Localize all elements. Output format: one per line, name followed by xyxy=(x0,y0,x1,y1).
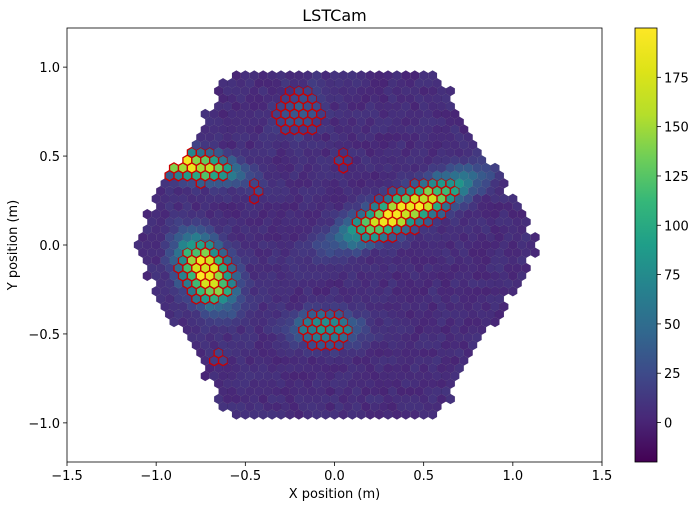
x-axis-label: X position (m) xyxy=(289,487,380,502)
chart-title: LSTCam xyxy=(302,6,366,25)
camera-pixel-1208 xyxy=(490,162,500,174)
colorbar-tick-label: 25 xyxy=(664,367,681,382)
colorbar-tick-label: 175 xyxy=(664,71,689,86)
y-axis-ticks: −1.0 −0.5 0.0 0.5 1.0 xyxy=(28,61,67,432)
camera-pixel-844 xyxy=(530,231,540,243)
colorbar xyxy=(634,27,658,463)
colorbar-tick-label: 50 xyxy=(664,318,681,333)
camera-pixel-1172 xyxy=(168,162,180,174)
colorbar-tick-label: 125 xyxy=(664,170,689,185)
colorbar-ticks: 0 25 50 75 100 125 150 175 xyxy=(657,71,689,432)
y-tick-label: 1.0 xyxy=(39,61,60,76)
x-tick-label: 0.0 xyxy=(324,469,345,484)
x-axis-ticks: −1.5 −1.0 −0.5 0.0 0.5 1.0 1.5 xyxy=(51,462,612,484)
colorbar-tick-label: 100 xyxy=(664,219,689,234)
colorbar-tick-label: 150 xyxy=(664,121,689,136)
camera-pixels xyxy=(133,70,540,420)
camera-pixel-1554 xyxy=(427,70,438,81)
y-tick-label: 0.5 xyxy=(39,150,60,165)
y-tick-label: 0.0 xyxy=(39,239,60,254)
colorbar-tick-label: 75 xyxy=(664,269,681,284)
y-axis-label: Y position (m) xyxy=(6,200,21,292)
colorbar-tick-label: 0 xyxy=(664,417,672,432)
x-tick-label: −1.0 xyxy=(140,469,172,484)
y-tick-label: −1.0 xyxy=(28,417,60,432)
y-tick-label: −0.5 xyxy=(28,328,60,343)
x-tick-label: 0.5 xyxy=(413,469,434,484)
camera-pixel-1055 xyxy=(508,193,518,205)
x-tick-label: 1.5 xyxy=(592,469,613,484)
x-tick-label: −1.5 xyxy=(51,469,83,484)
camera-pixel-1242 xyxy=(476,154,487,166)
camera-pixel-1541 xyxy=(312,70,322,81)
camera-pixel-1506 xyxy=(445,85,456,97)
x-tick-label: 1.0 xyxy=(502,469,523,484)
x-tick-label: −0.5 xyxy=(230,469,262,484)
